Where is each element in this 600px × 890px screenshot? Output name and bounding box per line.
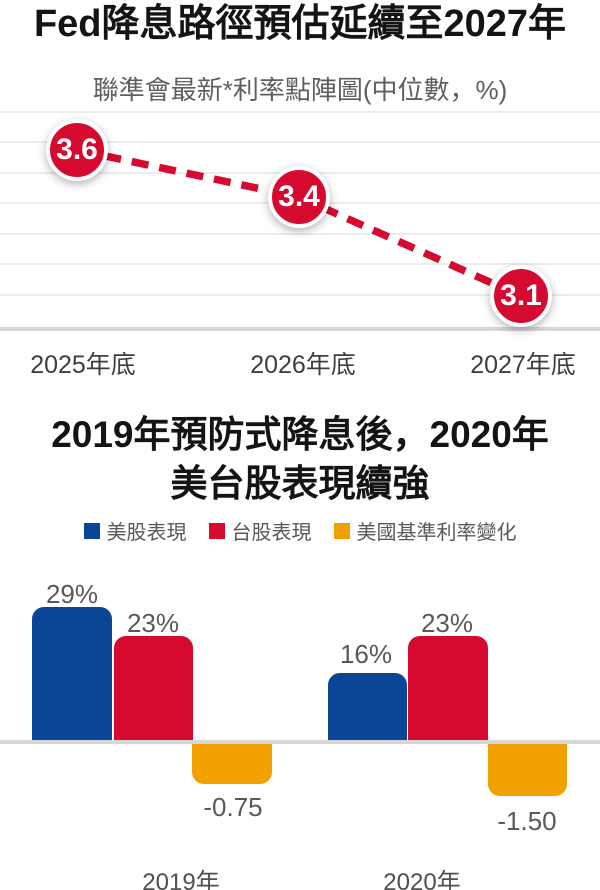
category-label-2020: 2020年 — [383, 869, 461, 890]
value-label-rate-2019: -0.75 — [203, 792, 263, 822]
bar-chart-title-line1: 2019年預防式降息後，2020年 — [51, 414, 549, 455]
bar-rate-change-2019 — [192, 744, 272, 784]
x-axis-label-2027: 2027年底 — [470, 351, 576, 379]
legend: 美股表現 台股表現 美國基準利率變化 — [0, 516, 600, 545]
legend-item-tw-stock: 台股表現 — [208, 516, 312, 545]
legend-item-us-stock: 美股表現 — [83, 516, 187, 545]
bar-tw-stock-2020 — [408, 636, 488, 740]
value-label-us-2019: 29% — [45, 579, 99, 609]
data-point-2025: 3.6 — [46, 119, 108, 181]
value-label-tw-2019: 23% — [126, 608, 180, 638]
grid-line — [0, 263, 600, 265]
line-chart-title: Fed降息路徑預估延續至2027年 — [33, 3, 567, 45]
legend-item-rate-change: 美國基準利率變化 — [333, 516, 517, 545]
data-point-2027: 3.1 — [490, 265, 552, 327]
bar-chart-title-line2: 美台股表現續強 — [170, 463, 430, 504]
legend-label-tw-stock: 台股表現 — [231, 522, 312, 544]
line-chart-subtitle: 聯準會最新*利率點陣圖(中位數，%) — [92, 75, 508, 105]
grid-line — [0, 111, 600, 113]
value-label-rate-2020: -1.50 — [497, 806, 557, 836]
x-axis-label-2025: 2025年底 — [30, 351, 136, 379]
bar-us-stock-2020 — [328, 673, 407, 740]
legend-swatch-red — [208, 522, 225, 539]
data-point-2026: 3.4 — [268, 166, 330, 228]
grid-line — [0, 294, 600, 296]
legend-swatch-orange — [333, 522, 350, 539]
zero-axis-line — [0, 740, 600, 744]
category-label-2019: 2019年 — [142, 869, 220, 890]
x-axis-line — [0, 327, 600, 331]
legend-label-rate-change: 美國基準利率變化 — [356, 522, 517, 544]
bar-rate-change-2020 — [488, 744, 567, 796]
grid-line — [0, 141, 600, 143]
bar-us-stock-2019 — [32, 607, 112, 740]
grid-line — [0, 233, 600, 235]
x-axis-label-2026: 2026年底 — [250, 351, 356, 379]
legend-label-us-stock: 美股表現 — [106, 522, 187, 544]
bar-tw-stock-2019 — [114, 636, 193, 740]
value-label-us-2020: 16% — [339, 639, 393, 669]
value-label-tw-2020: 23% — [420, 608, 474, 638]
bar-chart-title: 2019年預防式降息後，2020年 美台股表現續強 — [0, 410, 600, 508]
legend-swatch-blue — [83, 522, 100, 539]
